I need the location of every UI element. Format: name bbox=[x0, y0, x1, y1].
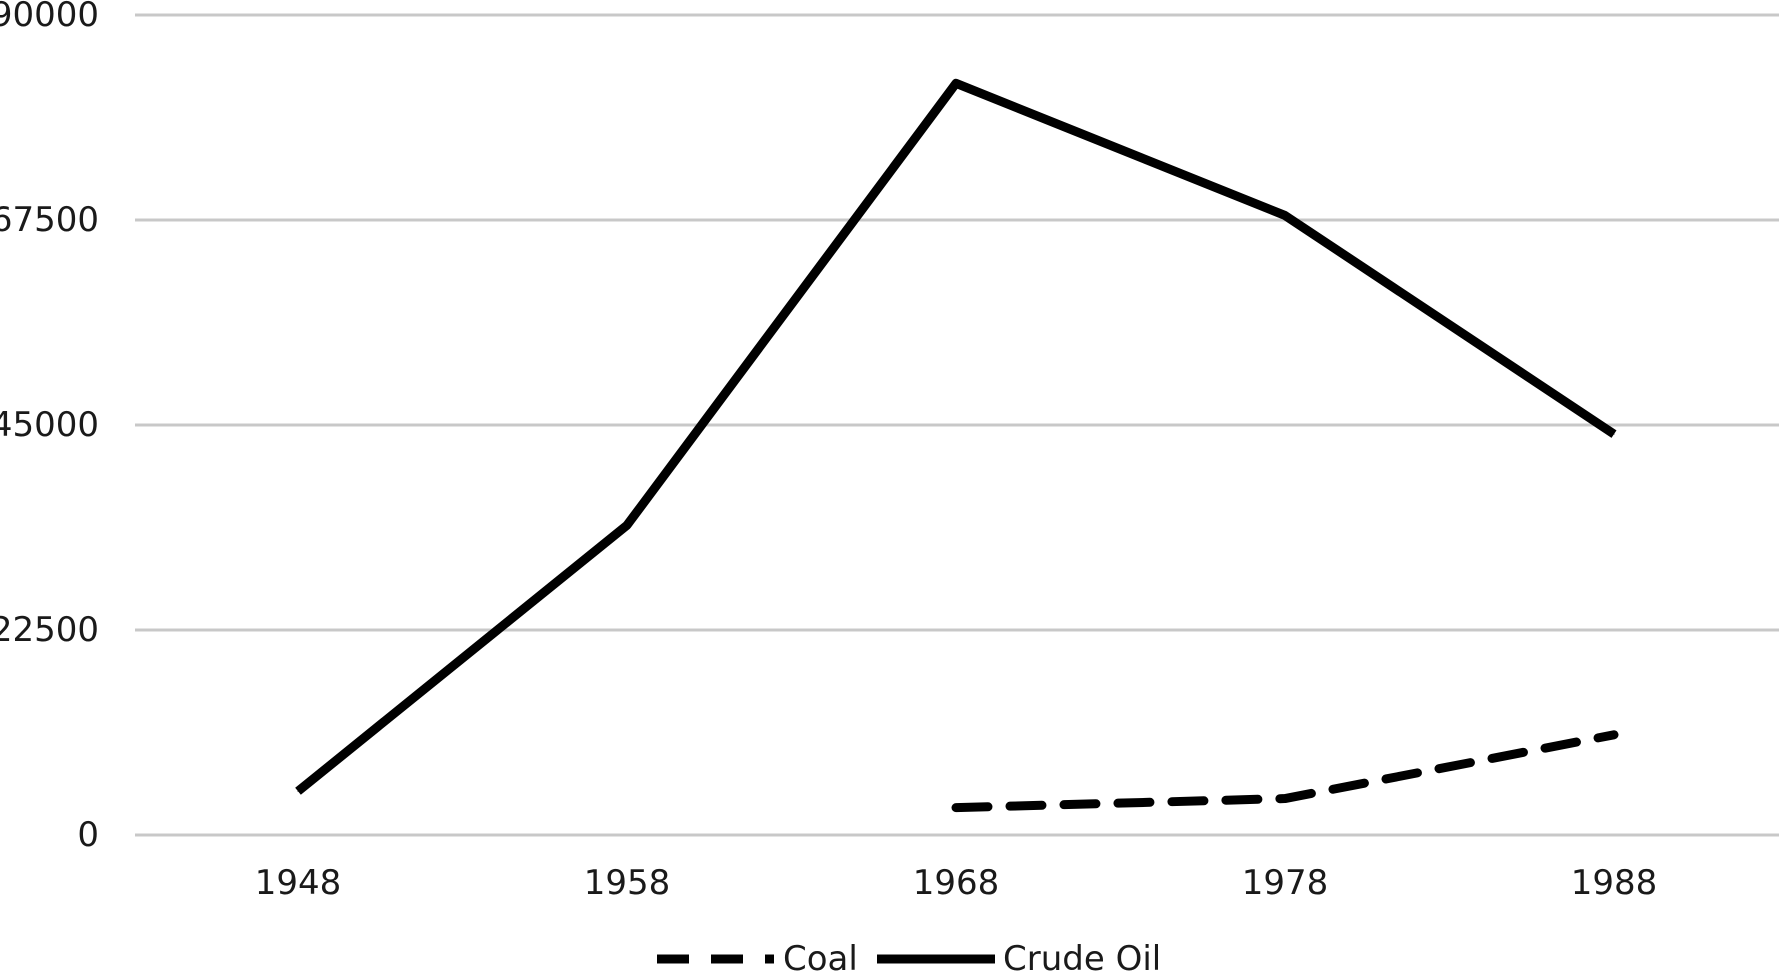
gridlines bbox=[135, 13, 1779, 837]
data-point-crude-oil bbox=[955, 82, 957, 84]
data-point-coal bbox=[955, 807, 957, 809]
legend-label: Coal bbox=[783, 939, 858, 972]
data-point-coal bbox=[1613, 734, 1615, 736]
legend-item-crude-oil: Crude Oil bbox=[877, 939, 1161, 976]
legend-label: Crude Oil bbox=[1003, 939, 1161, 972]
legend-item-coal: Coal bbox=[657, 939, 858, 976]
y-tick-label: 0 bbox=[77, 815, 99, 855]
x-tick-label: 1968 bbox=[913, 863, 1000, 903]
legend: Coal Crude Oil bbox=[657, 939, 1161, 976]
data-point-coal bbox=[1284, 798, 1286, 800]
x-tick-label: 1988 bbox=[1571, 863, 1658, 903]
series-line-crude-oil bbox=[295, 78, 1617, 795]
data-point-crude-oil bbox=[626, 524, 628, 526]
x-tick-label: 1948 bbox=[255, 863, 342, 903]
data-point-crude-oil bbox=[1284, 214, 1286, 216]
series-line-coal bbox=[951, 730, 1619, 813]
data-point-crude-oil bbox=[1613, 433, 1615, 435]
y-tick-label: 90000 bbox=[0, 0, 99, 35]
data-point-crude-oil bbox=[297, 790, 299, 792]
y-tick-label: 22500 bbox=[0, 610, 99, 650]
y-tick-label: 67500 bbox=[0, 200, 99, 240]
y-axis-tick-labels: 0 22500 45000 67500 90000 bbox=[0, 0, 99, 855]
x-tick-label: 1978 bbox=[1242, 863, 1329, 903]
series-lines bbox=[295, 78, 1619, 813]
x-tick-label: 1958 bbox=[584, 863, 671, 903]
y-tick-label: 45000 bbox=[0, 405, 99, 445]
x-axis-tick-labels: 1948 1958 1968 1978 1988 bbox=[255, 863, 1658, 903]
